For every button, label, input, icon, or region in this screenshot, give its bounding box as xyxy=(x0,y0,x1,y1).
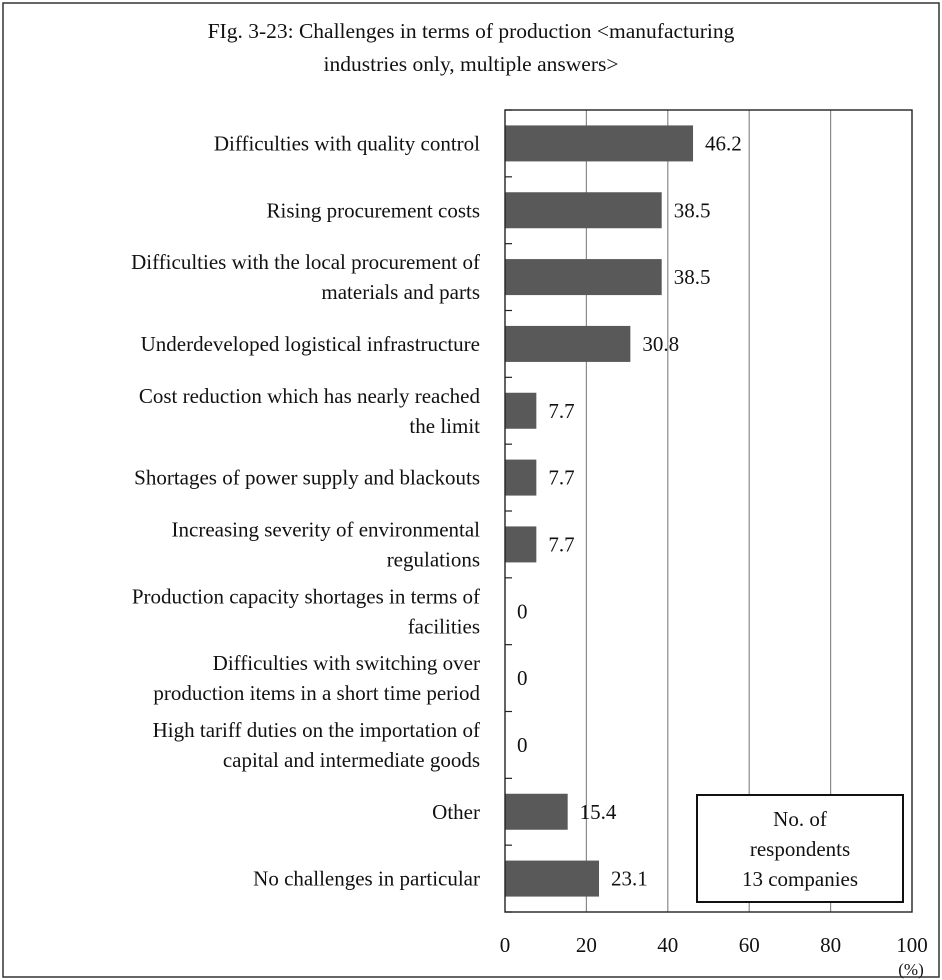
x-axis-unit: (%) xyxy=(898,960,923,979)
value-label: 38.5 xyxy=(674,265,711,289)
category-label: materials and parts xyxy=(321,280,480,304)
category-label: No challenges in particular xyxy=(253,867,480,891)
x-tick-label: 100 xyxy=(896,933,928,957)
category-label: the limit xyxy=(409,414,480,438)
category-label: capital and intermediate goods xyxy=(223,748,480,772)
value-label: 0 xyxy=(517,599,528,623)
respondents-note: No. of respondents 13 companies xyxy=(696,794,904,903)
category-label: Production capacity shortages in terms o… xyxy=(132,584,480,608)
value-label: 7.7 xyxy=(548,399,574,423)
bar xyxy=(505,392,537,429)
chart-title-line: FIg. 3-23: Challenges in terms of produc… xyxy=(208,19,735,43)
value-label: 30.8 xyxy=(642,332,679,356)
category-label: Underdeveloped logistical infrastructure xyxy=(141,332,480,356)
x-tick-label: 80 xyxy=(820,933,841,957)
category-label: Other xyxy=(432,800,480,824)
bar xyxy=(505,125,694,162)
bar xyxy=(505,526,537,563)
category-label: regulations xyxy=(387,547,480,571)
note-line: No. of xyxy=(773,807,827,831)
value-label: 38.5 xyxy=(674,198,711,222)
value-label: 7.7 xyxy=(548,532,574,556)
chart-title: FIg. 3-23: Challenges in terms of produc… xyxy=(208,19,735,76)
bar xyxy=(505,459,537,496)
category-label: High tariff duties on the importation of xyxy=(153,718,480,742)
category-label: Shortages of power supply and blackouts xyxy=(134,466,480,490)
category-label: facilities xyxy=(408,614,480,638)
category-label: Cost reduction which has nearly reached xyxy=(139,384,481,408)
bar xyxy=(505,192,662,229)
bar xyxy=(505,259,662,296)
category-label: Rising procurement costs xyxy=(267,198,480,222)
category-label: production items in a short time period xyxy=(153,681,480,705)
category-label: Difficulties with switching over xyxy=(213,651,480,675)
x-tick-label: 40 xyxy=(657,933,678,957)
category-label: Difficulties with quality control xyxy=(214,131,480,155)
value-labels: 46.2 38.5 38.5 30.8 7.7 7.7 7.7 0 0 0 15.4 23.1 xyxy=(517,131,742,890)
value-label: 0 xyxy=(517,733,528,757)
value-label: 0 xyxy=(517,666,528,690)
bars xyxy=(505,125,694,897)
x-tick-label: 60 xyxy=(739,933,760,957)
value-label: 23.1 xyxy=(611,867,648,891)
note-box xyxy=(696,794,904,903)
category-labels: Difficulties with quality control Rising … xyxy=(131,131,480,890)
x-tick-label: 0 xyxy=(500,933,511,957)
category-label: Difficulties with the local procurement … xyxy=(131,250,480,274)
note-line: respondents xyxy=(750,837,850,861)
bar xyxy=(505,793,568,830)
category-label: Increasing severity of environmental xyxy=(172,517,481,541)
note-line: 13 companies xyxy=(742,867,858,891)
value-label: 46.2 xyxy=(705,131,742,155)
bar xyxy=(505,860,600,897)
chart-title-line: industries only, multiple answers> xyxy=(324,52,619,76)
gridlines xyxy=(585,110,832,912)
axes: 0 20 40 60 80 100 (%) xyxy=(500,109,928,979)
bar xyxy=(505,325,631,362)
value-label: 7.7 xyxy=(548,466,574,490)
value-label: 15.4 xyxy=(580,800,617,824)
x-tick-label: 20 xyxy=(576,933,597,957)
